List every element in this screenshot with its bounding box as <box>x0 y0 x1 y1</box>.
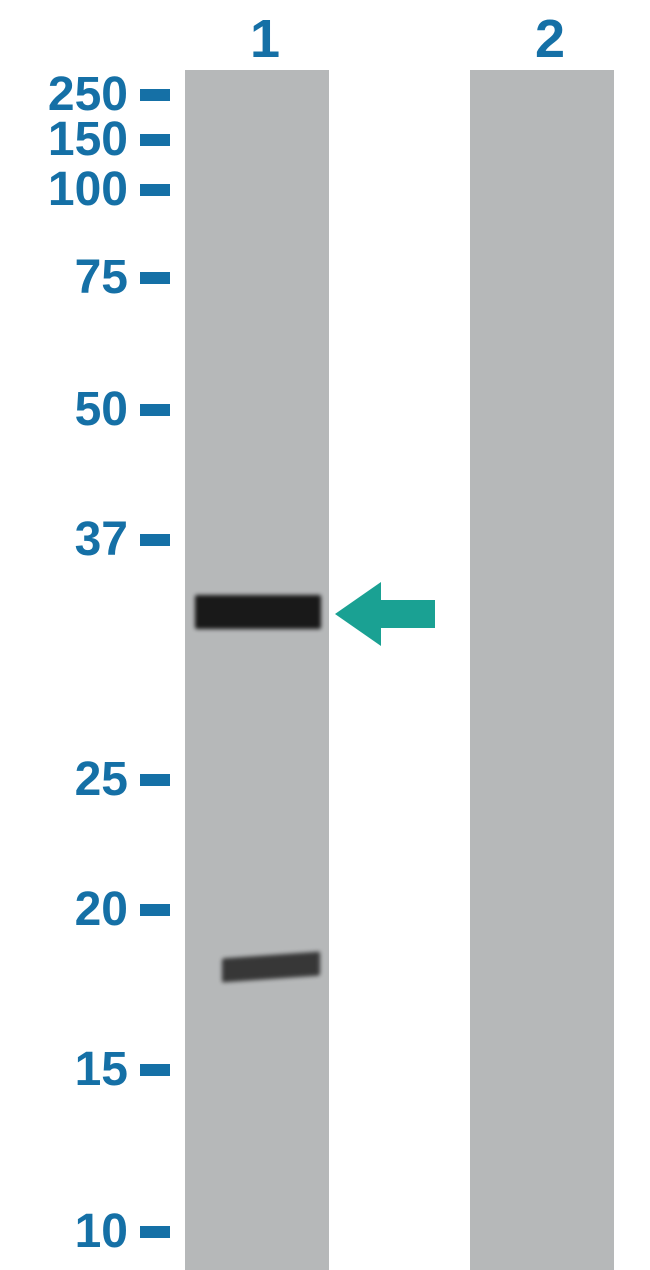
ladder-label: 25 <box>75 752 128 807</box>
ladder-tick <box>140 1064 170 1076</box>
ladder-tick <box>140 904 170 916</box>
ladder-label: 37 <box>75 512 128 567</box>
ladder-tick <box>140 1226 170 1238</box>
ladder-tick <box>140 534 170 546</box>
lane-2 <box>470 70 614 1270</box>
ladder-label: 75 <box>75 250 128 305</box>
lane-header-2: 2 <box>535 8 565 70</box>
western-blot-figure: 1 2 25015010075503725201510 <box>0 0 650 1270</box>
ladder-label: 20 <box>75 882 128 937</box>
ladder-label: 15 <box>75 1042 128 1097</box>
ladder-tick <box>140 774 170 786</box>
protein-band <box>195 595 321 629</box>
target-band-arrow <box>335 582 435 646</box>
ladder-tick <box>140 89 170 101</box>
ladder-tick <box>140 272 170 284</box>
arrow-shaft <box>381 600 435 628</box>
arrow-head-icon <box>335 582 381 646</box>
ladder-tick <box>140 134 170 146</box>
lane-header-1: 1 <box>250 8 280 70</box>
ladder-label: 150 <box>48 112 128 167</box>
ladder-label: 100 <box>48 162 128 217</box>
ladder-label: 10 <box>75 1204 128 1259</box>
ladder-tick <box>140 404 170 416</box>
ladder-tick <box>140 184 170 196</box>
lane-1 <box>185 70 329 1270</box>
ladder-label: 50 <box>75 382 128 437</box>
